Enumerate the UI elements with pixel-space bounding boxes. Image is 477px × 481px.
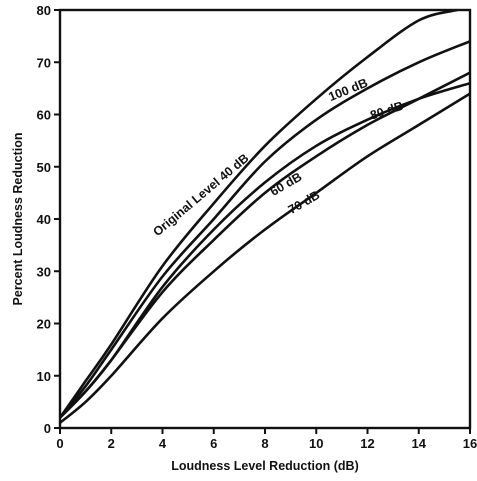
y-tick-label: 20 xyxy=(37,317,51,332)
curve-80db xyxy=(60,81,470,419)
curves-group xyxy=(60,10,470,425)
x-tick-label: 10 xyxy=(309,436,323,451)
curve-original-40db xyxy=(60,10,459,419)
curve-60db xyxy=(60,71,470,419)
y-tick-label: 30 xyxy=(37,264,51,279)
x-tick-label: 6 xyxy=(210,436,217,451)
y-axis-label: Percent Loudness Reduction xyxy=(11,133,25,306)
x-tick-label: 8 xyxy=(261,436,268,451)
x-axis-label: Loudness Level Reduction (dB) xyxy=(171,459,359,473)
curve-label-80db: 80 dB xyxy=(368,99,405,123)
y-tick-label: 50 xyxy=(37,160,51,175)
curve-100db xyxy=(60,40,470,419)
x-tick-label: 0 xyxy=(56,436,63,451)
x-tick-label: 4 xyxy=(159,436,167,451)
curve-70db xyxy=(60,92,470,425)
x-tick-label: 12 xyxy=(360,436,374,451)
curve-label-original-40db: Original Level 40 dB xyxy=(150,151,251,239)
y-tick-label: 40 xyxy=(37,212,51,227)
y-tick-label: 80 xyxy=(37,3,51,18)
y-tick-label: 0 xyxy=(44,421,51,436)
curve-label-60db: 60 dB xyxy=(268,170,304,199)
x-tick-label: 14 xyxy=(412,436,427,451)
curve-label-70db: 70 dB xyxy=(286,188,322,217)
x-tick-label: 2 xyxy=(108,436,115,451)
axis-ticks: 0 2 4 6 8 10 12 14 16 0 10 20 30 40 50 60 70 80 xyxy=(37,3,477,451)
y-tick-label: 60 xyxy=(37,108,51,123)
x-tick-label: 16 xyxy=(463,436,477,451)
y-tick-label: 70 xyxy=(37,55,51,70)
y-tick-label: 10 xyxy=(37,369,51,384)
